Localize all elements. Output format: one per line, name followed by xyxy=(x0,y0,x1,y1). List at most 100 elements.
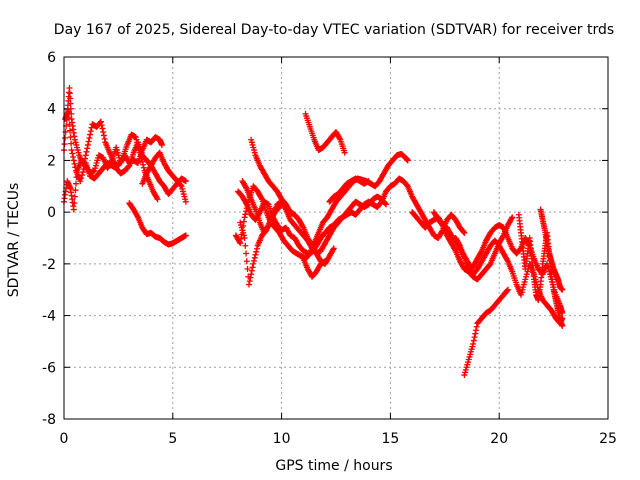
data-point xyxy=(84,145,91,152)
data-point xyxy=(243,258,250,265)
data-point xyxy=(153,194,160,201)
data-point xyxy=(243,184,250,191)
data-point xyxy=(80,169,87,176)
data-point xyxy=(249,264,256,271)
data-point xyxy=(71,193,78,200)
data-point xyxy=(182,232,189,239)
data-point xyxy=(330,246,337,253)
y-tick-label: 6 xyxy=(47,50,56,66)
data-point xyxy=(365,178,372,185)
data-point xyxy=(140,161,147,168)
data-point xyxy=(72,187,79,194)
data-point xyxy=(158,141,165,148)
series-s19 xyxy=(537,206,566,293)
y-tick-label: 4 xyxy=(47,102,56,118)
data-point xyxy=(248,267,255,274)
data-point xyxy=(236,238,243,245)
data-point xyxy=(472,327,479,334)
data-point xyxy=(470,341,477,348)
y-tick-label: 2 xyxy=(47,153,56,169)
data-point xyxy=(182,178,189,185)
data-point xyxy=(67,134,74,141)
data-point xyxy=(251,257,258,264)
data-point xyxy=(471,334,478,341)
data-point xyxy=(508,215,515,222)
data-point xyxy=(97,118,104,125)
x-tick-label: 5 xyxy=(168,431,177,447)
data-point xyxy=(237,235,244,242)
data-point xyxy=(182,198,189,205)
data-point xyxy=(404,157,411,164)
data-point xyxy=(253,245,260,252)
data-point xyxy=(336,135,343,142)
data-point xyxy=(65,114,72,121)
data-point xyxy=(67,95,74,102)
data-point xyxy=(559,322,566,329)
data-point xyxy=(99,125,106,132)
chart-title: Day 167 of 2025, Sidereal Day-to-day VTE… xyxy=(54,22,614,38)
data-point xyxy=(250,260,257,267)
data-point xyxy=(70,157,77,164)
x-tick-label: 15 xyxy=(381,431,399,447)
data-point xyxy=(504,287,511,294)
series-s16 xyxy=(452,214,516,283)
data-point xyxy=(86,135,93,142)
data-point xyxy=(472,330,479,337)
data-point xyxy=(245,281,252,288)
data-point xyxy=(559,286,566,293)
data-point xyxy=(140,164,147,171)
data-point xyxy=(82,152,89,159)
data-point xyxy=(70,153,77,160)
data-point xyxy=(383,201,390,208)
data-point xyxy=(478,249,485,256)
data-point xyxy=(65,108,72,115)
data-points xyxy=(61,85,566,379)
data-point xyxy=(67,100,74,107)
data-point xyxy=(382,200,389,207)
data-point xyxy=(258,194,265,201)
data-point xyxy=(253,248,260,255)
data-point xyxy=(87,131,94,138)
data-point xyxy=(461,229,468,236)
data-point xyxy=(244,266,251,273)
data-point xyxy=(246,278,253,285)
y-tick-label: -6 xyxy=(42,360,56,376)
data-point xyxy=(100,128,107,135)
data-point xyxy=(509,214,516,221)
grid xyxy=(64,57,608,419)
data-point xyxy=(154,196,161,203)
data-point xyxy=(499,233,506,240)
data-point xyxy=(504,286,511,293)
data-point xyxy=(504,256,511,263)
x-axis-label: GPS time / hours xyxy=(275,458,392,474)
y-axis-label: SDTVAR / TECUs xyxy=(6,183,22,298)
data-point xyxy=(68,147,75,154)
data-point xyxy=(243,250,250,257)
series-s17 xyxy=(461,286,511,379)
data-point xyxy=(470,337,477,344)
y-tick-label: 0 xyxy=(47,205,56,221)
data-point xyxy=(66,127,73,134)
data-point xyxy=(70,206,77,213)
data-point xyxy=(68,140,75,147)
data-point xyxy=(134,213,141,220)
series-s18 xyxy=(515,211,566,329)
data-point xyxy=(242,242,249,249)
data-point xyxy=(84,141,91,148)
data-point xyxy=(248,271,255,278)
data-point xyxy=(341,149,348,156)
y-tick-label: -2 xyxy=(42,257,56,273)
series-s9 xyxy=(237,198,287,288)
data-point xyxy=(66,121,73,128)
data-point xyxy=(77,178,84,185)
data-point xyxy=(456,241,463,248)
axis-ticks: 0 5 10 15 20 25 -8 -6 -4 -2 0 2 4 6 xyxy=(42,50,617,447)
data-point xyxy=(237,240,244,247)
series-s12 xyxy=(302,110,348,156)
data-point xyxy=(71,160,78,167)
data-point xyxy=(240,218,247,225)
data-point xyxy=(85,138,92,145)
y-tick-label: -8 xyxy=(42,412,56,428)
data-point xyxy=(61,141,68,148)
